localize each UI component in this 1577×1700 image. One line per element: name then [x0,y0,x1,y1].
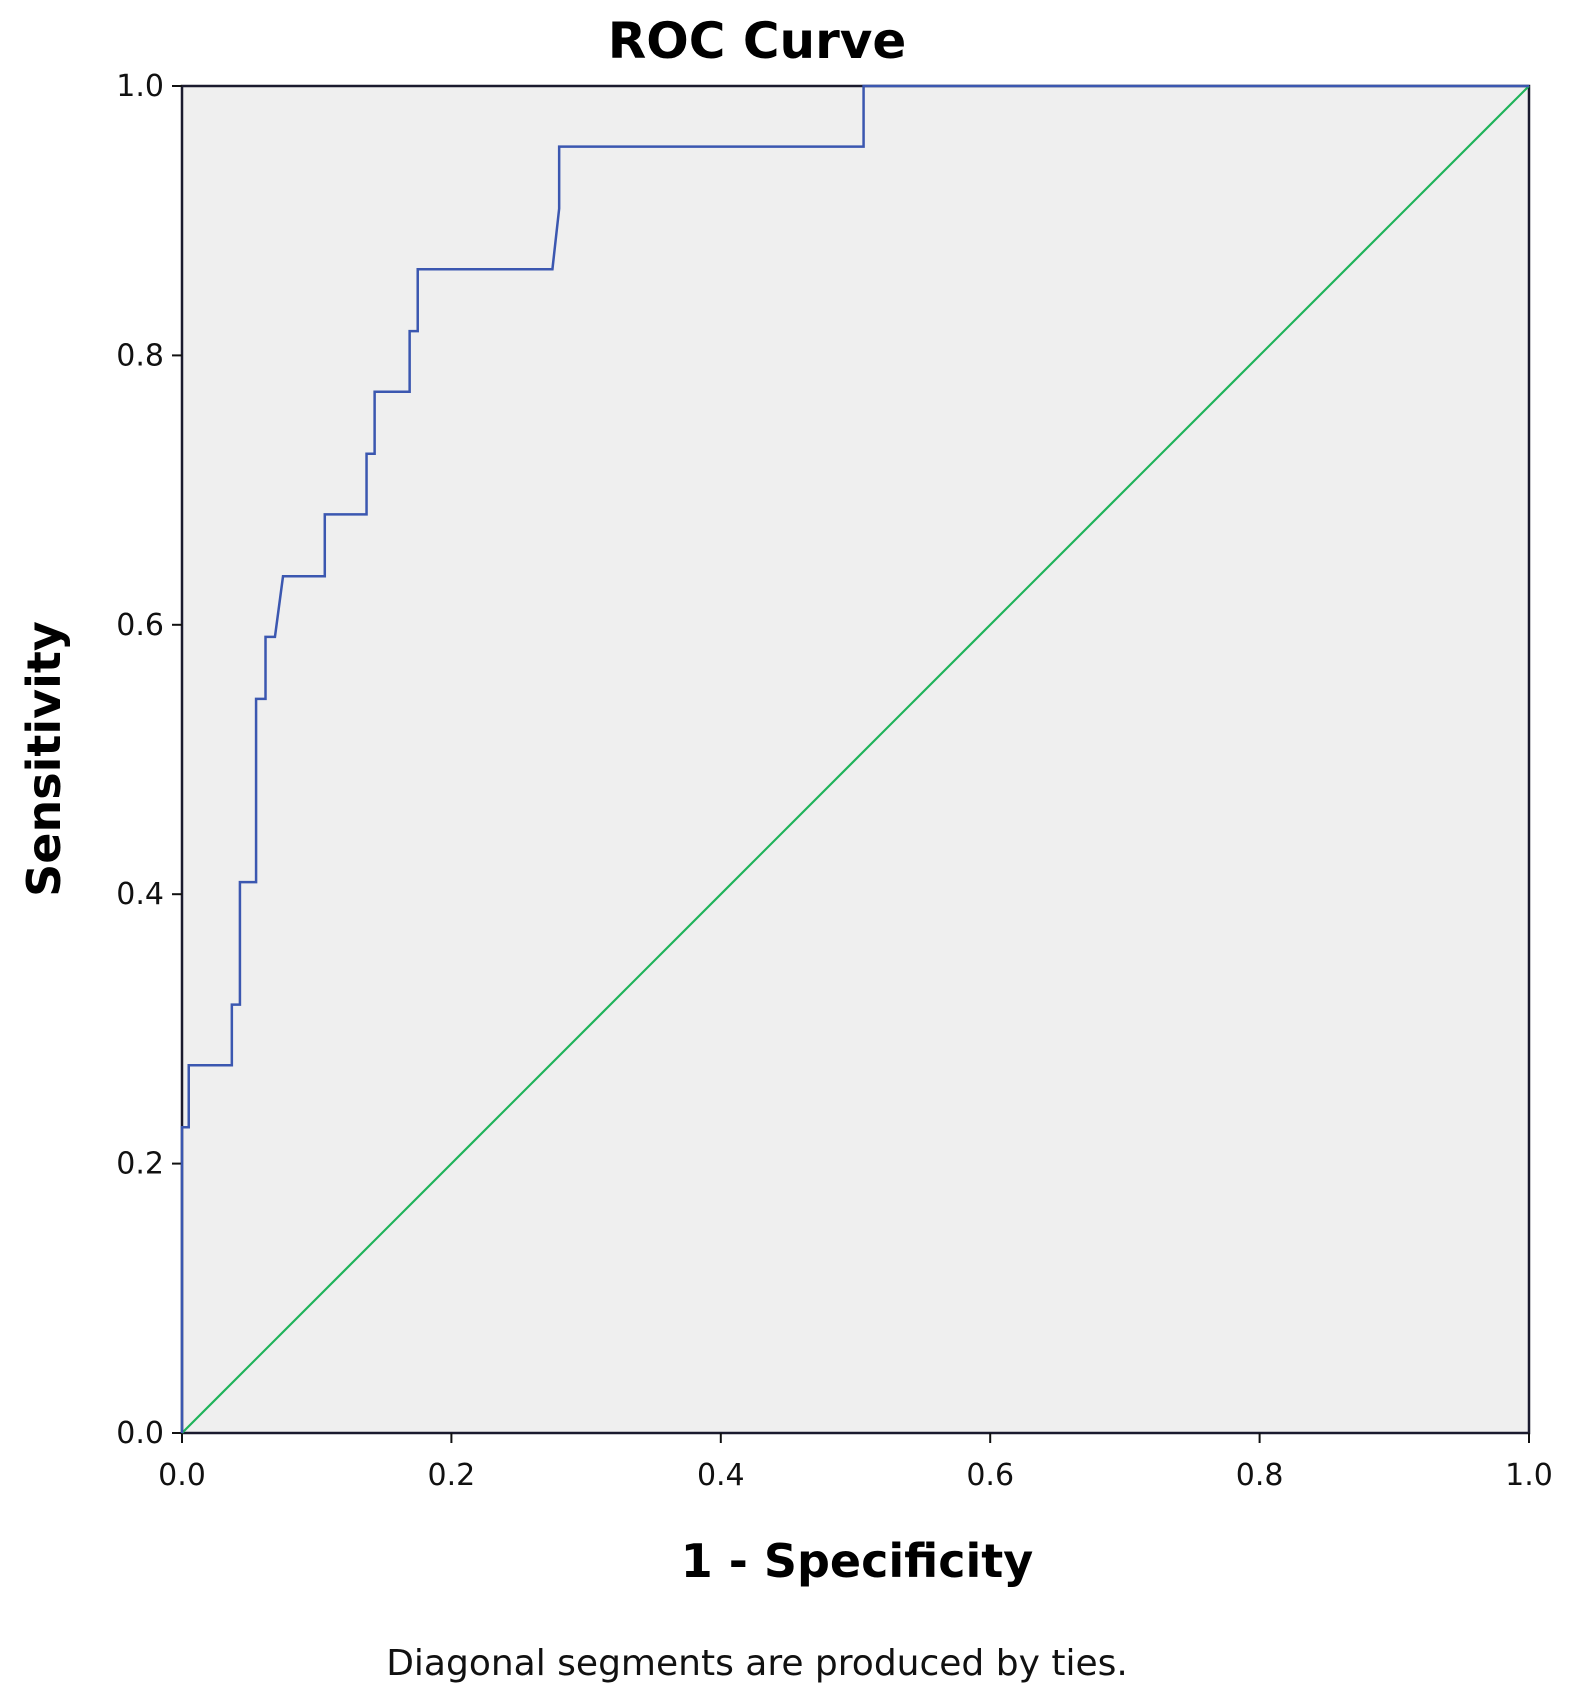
y-tick-label: 0.4 [116,877,164,912]
x-axis-label: 1 - Specificity [681,1534,1034,1588]
y-axis-label: Sensitivity [17,621,71,897]
y-tick-label: 0.0 [116,1416,164,1451]
x-tick-label: 0.6 [966,1458,1014,1493]
chart-title: ROC Curve [608,12,907,70]
chart-footnote: Diagonal segments are produced by ties. [386,1643,1128,1684]
roc-curve-line [180,84,1529,1433]
y-tick-label: 0.2 [116,1147,164,1182]
x-tick-label: 1.0 [1505,1458,1553,1493]
x-tick-label: 0.2 [428,1458,476,1493]
reference-diagonal-line [181,85,1530,1434]
x-tick-label: 0.8 [1236,1458,1284,1493]
y-tick-label: 1.0 [116,69,164,104]
y-tick-label: 0.8 [116,338,164,373]
x-tick-label: 0.4 [697,1458,745,1493]
x-tick-label: 0.0 [158,1458,206,1493]
y-tick-label: 0.6 [116,608,164,643]
